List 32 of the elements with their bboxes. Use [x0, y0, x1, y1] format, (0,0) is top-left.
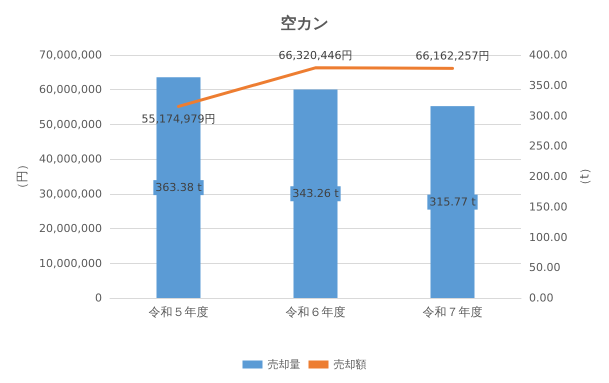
y2-tick-label: 0.00 — [529, 292, 554, 304]
y-tick-label: 20,000,000 — [39, 222, 102, 236]
chart-title: 空カン — [280, 14, 328, 32]
y2-tick-label: 350.00 — [529, 78, 568, 92]
x-tick-label: 令和６年度 — [286, 305, 346, 319]
y-axis-title: （円） — [15, 158, 30, 194]
y-tick-label: 40,000,000 — [39, 152, 102, 166]
data-label: 363.38 t — [155, 181, 202, 194]
y-tick-label: 0 — [95, 292, 102, 304]
y2-tick-label: 200.00 — [529, 170, 568, 183]
bar — [294, 89, 338, 298]
y-tick-label: 60,000,000 — [39, 83, 102, 96]
y2-tick-label: 250.00 — [529, 140, 568, 153]
x-tick-label: 令和５年度 — [148, 305, 208, 319]
y2-tick-label: 300.00 — [529, 109, 568, 122]
data-label: 66,162,257円 — [416, 49, 490, 62]
x-tick-label: 令和７年度 — [422, 305, 482, 319]
y-tick-label: 10,000,000 — [39, 256, 102, 270]
data-label: 315.77 t — [429, 196, 476, 209]
data-label: 343.26 t — [292, 187, 340, 200]
legend-label: 売却額 — [334, 358, 366, 371]
y2-axis-title: （t） — [577, 162, 592, 191]
y2-tick-label: 400.00 — [529, 48, 568, 62]
y-tick-label: 50,000,000 — [39, 118, 102, 131]
data-label: 66,320,446円 — [278, 48, 352, 62]
y-tick-label: 30,000,000 — [39, 187, 102, 200]
bar — [430, 106, 474, 298]
y2-tick-label: 50.00 — [529, 261, 560, 274]
legend-label: 売却量 — [268, 358, 300, 371]
y2-tick-label: 150.00 — [529, 200, 568, 214]
y2-tick-label: 100.00 — [529, 230, 568, 244]
y-tick-label: 70,000,000 — [39, 48, 102, 62]
